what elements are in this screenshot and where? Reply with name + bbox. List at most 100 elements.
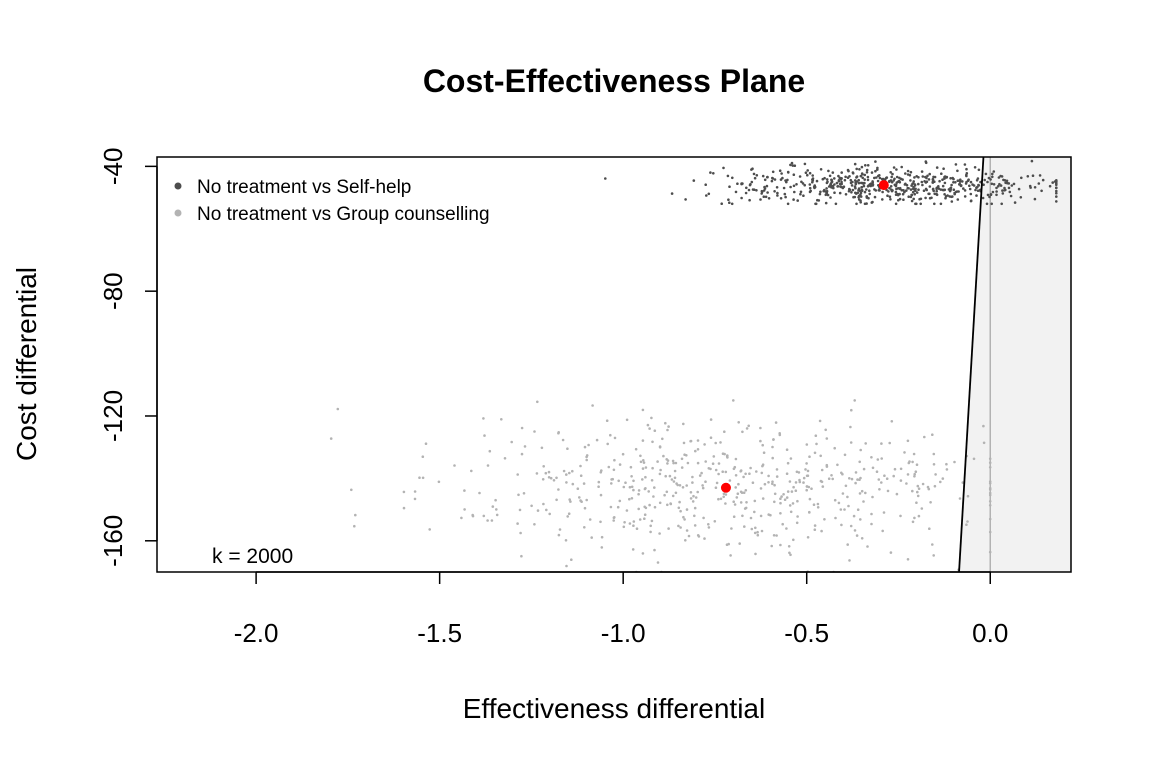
data-point	[520, 452, 524, 456]
data-point	[1008, 190, 1012, 194]
data-point	[810, 487, 813, 491]
data-point	[674, 491, 678, 495]
data-point	[585, 458, 588, 462]
data-point	[860, 165, 864, 169]
data-point	[911, 520, 915, 524]
data-point	[665, 490, 669, 494]
data-point	[840, 180, 843, 184]
data-point	[969, 199, 973, 203]
data-point	[701, 486, 705, 490]
data-point	[779, 512, 782, 515]
data-point	[921, 482, 925, 486]
data-point	[943, 188, 947, 192]
data-point	[714, 441, 717, 445]
data-point	[737, 421, 740, 424]
data-point	[867, 196, 870, 200]
data-point	[848, 477, 851, 480]
data-point	[881, 190, 884, 194]
data-point	[682, 422, 685, 426]
data-point	[666, 503, 669, 507]
data-point	[685, 484, 688, 487]
data-point	[684, 198, 687, 201]
data-point	[557, 431, 560, 435]
data-point	[734, 457, 738, 461]
data-point	[687, 534, 691, 538]
data-point	[895, 492, 899, 496]
data-point	[875, 176, 878, 179]
data-point	[566, 515, 569, 518]
data-point	[862, 182, 865, 185]
data-point	[651, 440, 654, 444]
data-point	[495, 513, 499, 517]
data-point	[964, 182, 968, 185]
data-point	[942, 167, 945, 170]
data-point	[805, 488, 808, 492]
data-point	[785, 180, 788, 184]
data-point	[520, 426, 524, 430]
data-point	[565, 481, 568, 484]
data-point	[825, 465, 829, 468]
data-point	[767, 513, 770, 516]
data-point	[871, 466, 875, 470]
data-point	[887, 190, 890, 193]
data-point	[719, 441, 722, 444]
data-point	[644, 475, 647, 479]
data-point	[453, 464, 456, 467]
data-point	[833, 191, 836, 194]
data-point	[762, 189, 766, 192]
data-point	[866, 178, 870, 182]
data-point	[932, 452, 936, 456]
data-point	[789, 553, 792, 557]
y-tick-label: -160	[98, 515, 128, 567]
data-point	[719, 497, 723, 501]
data-point	[830, 474, 833, 477]
data-point	[853, 195, 857, 199]
data-point	[907, 195, 910, 198]
data-point	[722, 495, 725, 499]
data-point	[933, 192, 936, 196]
data-point	[833, 446, 836, 450]
data-point	[861, 176, 864, 180]
data-point	[644, 466, 648, 469]
data-point	[767, 474, 770, 478]
data-point	[641, 478, 644, 481]
data-point	[772, 438, 775, 441]
data-point	[738, 542, 741, 545]
data-point	[963, 195, 967, 198]
data-point	[658, 532, 661, 535]
data-point	[766, 175, 769, 179]
data-point	[643, 517, 646, 520]
data-point	[503, 457, 507, 460]
data-point	[775, 468, 779, 471]
data-point	[460, 516, 463, 520]
data-point	[915, 191, 919, 194]
data-point	[966, 494, 970, 498]
data-point	[798, 478, 801, 482]
data-point	[892, 166, 896, 169]
data-point	[773, 483, 776, 487]
data-point	[1007, 186, 1011, 190]
data-point	[915, 501, 918, 505]
data-point	[707, 526, 711, 529]
data-point	[911, 460, 914, 464]
data-point	[933, 484, 937, 488]
data-point	[776, 191, 779, 195]
data-point	[989, 193, 993, 196]
data-point	[991, 172, 994, 176]
data-point	[755, 189, 758, 192]
data-point	[519, 531, 522, 535]
data-point	[852, 514, 856, 518]
data-point	[794, 489, 798, 493]
data-point	[787, 545, 791, 548]
data-point	[482, 514, 486, 518]
data-point	[631, 548, 635, 551]
data-point	[580, 500, 583, 504]
data-point	[818, 192, 822, 196]
data-point	[786, 461, 790, 465]
data-point	[618, 499, 622, 503]
data-point	[792, 173, 796, 176]
data-point	[864, 442, 867, 445]
data-point	[927, 192, 930, 196]
data-point	[890, 420, 894, 423]
x-tick-label: -2.0	[234, 618, 279, 648]
